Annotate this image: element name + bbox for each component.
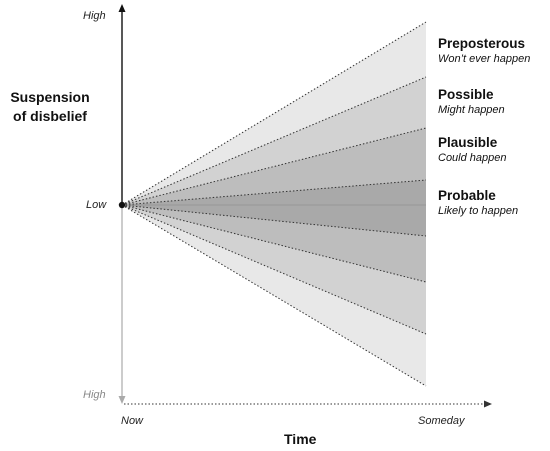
x-axis-end-label: Someday bbox=[418, 415, 465, 427]
category-subtitle: Could happen bbox=[438, 152, 507, 164]
category-subtitle: Might happen bbox=[438, 104, 505, 116]
y-axis-title: Suspension of disbelief bbox=[3, 88, 97, 126]
y-axis-bottom-label: High bbox=[83, 389, 106, 401]
category-plausible: Plausible Could happen bbox=[438, 135, 507, 164]
category-subtitle: Likely to happen bbox=[438, 205, 519, 217]
y-axis-arrow-up bbox=[118, 4, 126, 12]
category-title: Preposterous bbox=[438, 36, 526, 51]
cone-edges bbox=[121, 21, 427, 387]
y-axis-title-line2: of disbelief bbox=[13, 108, 87, 124]
category-title: Possible bbox=[438, 87, 494, 102]
category-possible: Possible Might happen bbox=[438, 87, 505, 116]
category-subtitle: Won’t ever happen bbox=[438, 53, 531, 65]
category-preposterous: Preposterous Won’t ever happen bbox=[438, 36, 530, 65]
x-axis-title: Time bbox=[284, 431, 317, 447]
origin-dot bbox=[118, 201, 126, 209]
band-probable bbox=[122, 180, 426, 236]
y-axis-top-label: High bbox=[83, 10, 106, 22]
x-axis-arrow bbox=[484, 400, 492, 408]
x-axis-start-label: Now bbox=[121, 415, 144, 427]
y-axis-origin-label: Low bbox=[86, 199, 107, 211]
category-probable: Probable Likely to happen bbox=[438, 188, 518, 217]
category-title: Plausible bbox=[438, 135, 498, 150]
y-axis-arrow-down bbox=[118, 396, 126, 404]
y-axis-title-line1: Suspension bbox=[10, 89, 90, 105]
category-title: Probable bbox=[438, 188, 496, 203]
